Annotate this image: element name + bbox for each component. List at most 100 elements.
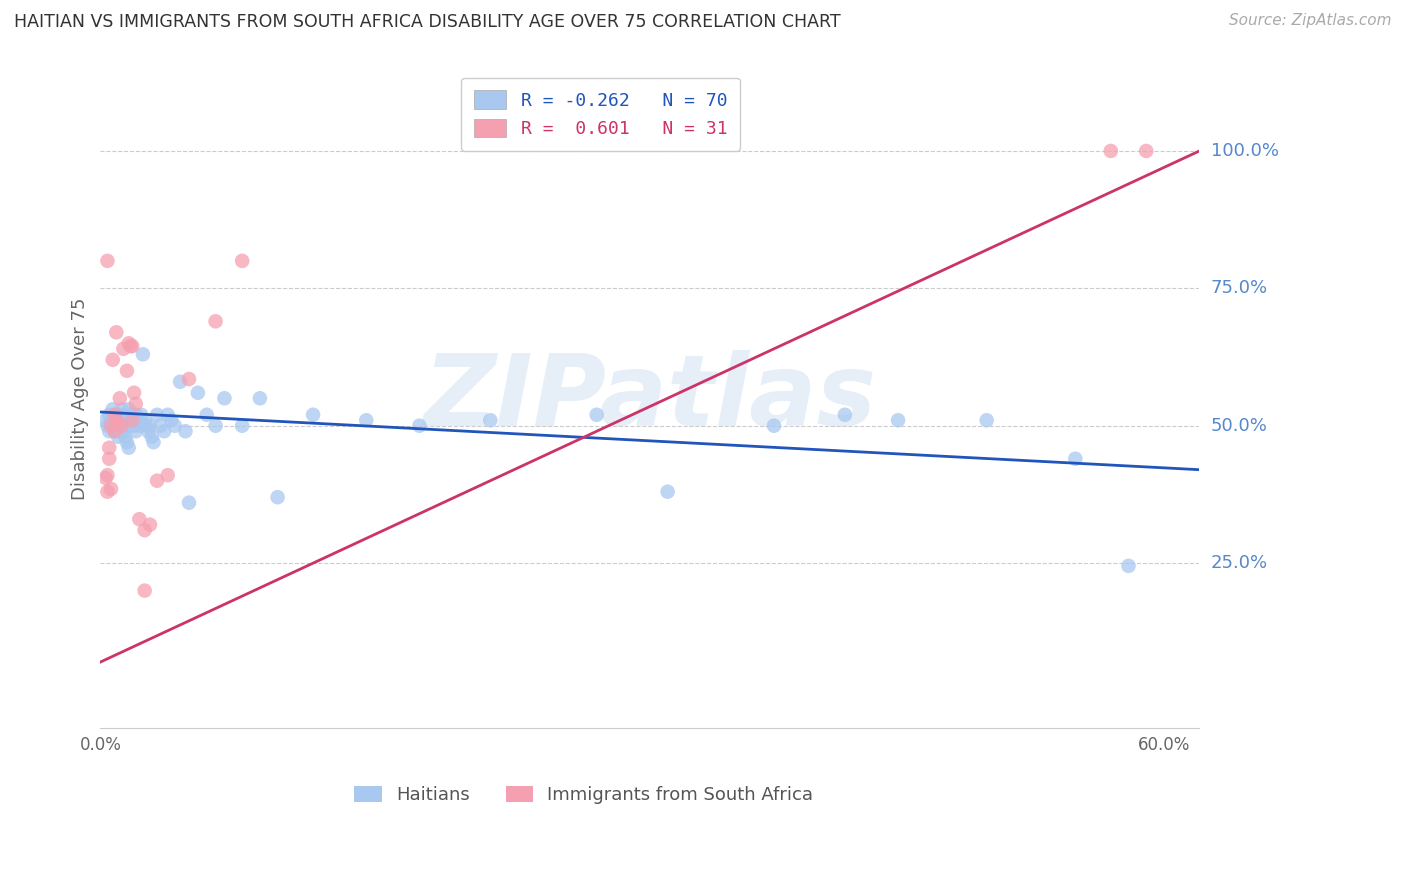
Point	[177, 372, 200, 386]
Point	[114, 430, 136, 444]
Point	[887, 413, 910, 427]
Point	[101, 402, 124, 417]
Point	[112, 424, 135, 438]
Point	[976, 413, 998, 427]
Point	[134, 523, 156, 537]
Point	[125, 397, 148, 411]
Point	[118, 441, 141, 455]
Point	[302, 408, 325, 422]
Point	[112, 413, 135, 427]
Point	[107, 430, 129, 444]
Point	[141, 430, 163, 444]
Point	[1064, 451, 1087, 466]
Point	[142, 435, 165, 450]
Point	[156, 408, 179, 422]
Point	[96, 484, 118, 499]
Point	[108, 424, 131, 438]
Point	[153, 424, 176, 438]
Point	[111, 402, 134, 417]
Point	[108, 408, 131, 422]
Point	[214, 391, 236, 405]
Point	[121, 339, 143, 353]
Point	[103, 413, 125, 427]
Point	[120, 418, 142, 433]
Point	[163, 418, 186, 433]
Point	[121, 413, 143, 427]
Point	[231, 418, 253, 433]
Point	[408, 418, 430, 433]
Point	[249, 391, 271, 405]
Text: 100.0%: 100.0%	[1211, 142, 1278, 160]
Point	[149, 418, 172, 433]
Point	[1099, 144, 1122, 158]
Point	[174, 424, 197, 438]
Point	[204, 314, 226, 328]
Point	[134, 413, 156, 427]
Point	[103, 424, 125, 438]
Point	[187, 385, 209, 400]
Point	[115, 435, 138, 450]
Point	[127, 413, 149, 427]
Point	[101, 418, 124, 433]
Point	[125, 424, 148, 438]
Point	[100, 413, 122, 427]
Point	[129, 408, 152, 422]
Point	[1135, 144, 1157, 158]
Point	[107, 413, 129, 427]
Point	[100, 418, 122, 433]
Point	[105, 408, 128, 422]
Point	[98, 451, 121, 466]
Text: 50.0%: 50.0%	[1211, 417, 1267, 434]
Point	[139, 517, 162, 532]
Text: 25.0%: 25.0%	[1211, 554, 1268, 572]
Point	[103, 408, 125, 422]
Point	[266, 490, 288, 504]
Point	[169, 375, 191, 389]
Point	[96, 253, 118, 268]
Point	[139, 418, 162, 433]
Text: ZIPatlas: ZIPatlas	[423, 350, 876, 447]
Point	[479, 413, 502, 427]
Point	[204, 418, 226, 433]
Point	[132, 347, 155, 361]
Point	[122, 385, 145, 400]
Point	[160, 413, 183, 427]
Point	[103, 424, 125, 438]
Point	[128, 512, 150, 526]
Point	[354, 413, 377, 427]
Point	[98, 408, 121, 422]
Point	[125, 408, 148, 422]
Point	[94, 413, 117, 427]
Point	[111, 418, 134, 433]
Point	[98, 441, 121, 455]
Point	[834, 408, 856, 422]
Point	[114, 408, 136, 422]
Point	[146, 408, 169, 422]
Point	[101, 352, 124, 367]
Point	[115, 418, 138, 433]
Point	[134, 583, 156, 598]
Point	[111, 418, 134, 433]
Point	[105, 418, 128, 433]
Text: HAITIAN VS IMMIGRANTS FROM SOUTH AFRICA DISABILITY AGE OVER 75 CORRELATION CHART: HAITIAN VS IMMIGRANTS FROM SOUTH AFRICA …	[14, 13, 841, 31]
Point	[120, 339, 142, 353]
Point	[762, 418, 785, 433]
Point	[657, 484, 679, 499]
Point	[120, 408, 142, 422]
Point	[96, 468, 118, 483]
Point	[94, 471, 117, 485]
Y-axis label: Disability Age Over 75: Disability Age Over 75	[72, 297, 89, 500]
Point	[115, 364, 138, 378]
Point	[128, 418, 150, 433]
Point	[135, 418, 157, 433]
Point	[107, 418, 129, 433]
Point	[118, 336, 141, 351]
Text: Source: ZipAtlas.com: Source: ZipAtlas.com	[1229, 13, 1392, 29]
Point	[107, 416, 129, 430]
Point	[156, 468, 179, 483]
Point	[118, 402, 141, 417]
Point	[136, 424, 159, 438]
Point	[96, 418, 118, 433]
Point	[585, 408, 607, 422]
Point	[98, 424, 121, 438]
